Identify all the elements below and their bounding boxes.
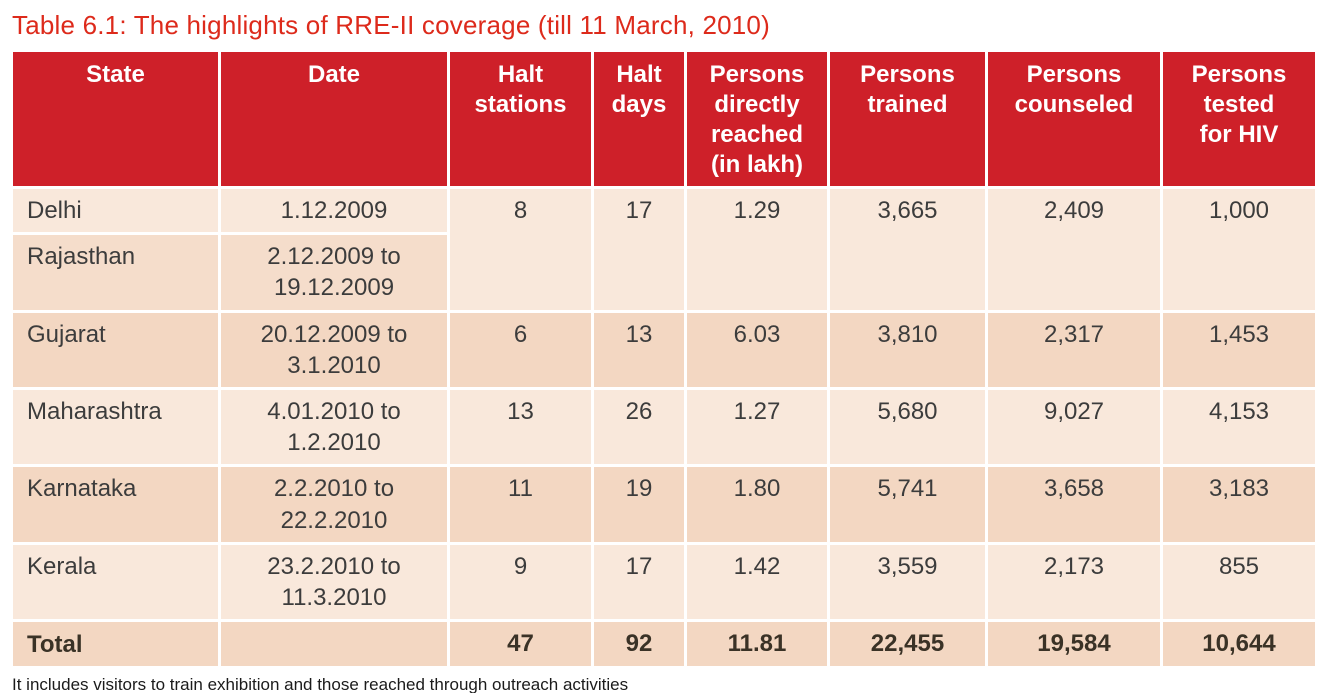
table-caption: Table 6.1: The highlights of RRE-II cove… [12, 10, 770, 40]
column-header-date: Date [218, 49, 450, 189]
table-row-kerala: Kerala 23.2.2010 to 11.3.2010 9 17 1.42 … [10, 541, 1318, 623]
column-header-persons-counseled: Persons counseled [985, 49, 1163, 189]
table-row-total: Total 47 92 11.81 22,455 19,584 10,644 [10, 619, 1318, 670]
cell-halt-stations: 11 [447, 464, 594, 545]
cell-persons-trained: 3,810 [827, 309, 988, 390]
cell-date: 20.12.2009 to 3.1.2010 [218, 309, 450, 390]
column-header-halt-stations: Halt stations [447, 49, 594, 189]
cell-state: Maharashtra [10, 386, 221, 468]
cell-persons-counseled: 2,409 [985, 186, 1163, 313]
cell-halt-days-total: 92 [591, 619, 687, 670]
table-row-rajasthan: Rajasthan 2.12.2009 to 19.12.2009 [10, 232, 1317, 313]
cell-persons-trained: 5,741 [827, 464, 988, 545]
cell-state: Karnataka [10, 464, 221, 545]
column-header-halt-days: Halt days [591, 49, 687, 189]
cell-halt-days: 17 [591, 541, 687, 623]
cell-persons-reached-total: 11.81 [684, 619, 830, 670]
cell-persons-reached: 1.80 [684, 464, 830, 545]
column-header-persons-reached: Persons directly reached (in lakh) [684, 49, 830, 189]
cell-persons-trained: 3,559 [827, 541, 988, 623]
header-row: State Date Halt stations Halt days Perso… [10, 49, 1318, 189]
cell-state: Gujarat [10, 309, 221, 390]
cell-halt-stations: 8 [447, 186, 594, 313]
cell-persons-counseled: 2,317 [985, 309, 1163, 390]
table-row-maharashtra: Maharashtra 4.01.2010 to 1.2.2010 13 26 … [10, 386, 1318, 468]
cell-date-empty [218, 619, 450, 670]
cell-halt-stations-total: 47 [447, 619, 594, 670]
cell-state: Kerala [10, 541, 221, 623]
cell-persons-tested: 3,183 [1160, 464, 1318, 545]
column-header-state: State [10, 49, 221, 189]
cell-state: Delhi [10, 185, 221, 236]
table-footnote: It includes visitors to train exhibition… [12, 675, 629, 693]
cell-halt-stations: 9 [447, 541, 594, 623]
cell-persons-counseled: 9,027 [985, 386, 1163, 468]
cell-persons-trained: 3,665 [827, 186, 988, 313]
cell-total-label: Total [10, 619, 221, 670]
table-row-gujarat: Gujarat 20.12.2009 to 3.1.2010 6 13 6.03… [10, 309, 1318, 390]
table-row-karnataka: Karnataka 2.2.2010 to 22.2.2010 11 19 1.… [10, 464, 1318, 545]
column-header-persons-tested: Persons tested for HIV [1160, 49, 1318, 189]
cell-persons-tested: 1,000 [1160, 186, 1318, 313]
cell-halt-days: 19 [591, 464, 687, 545]
cell-persons-reached: 1.27 [684, 386, 830, 468]
cell-persons-reached: 1.42 [684, 541, 830, 623]
table-row-delhi: Delhi 1.12.2009 8 17 1.29 3,665 2,409 1,… [10, 185, 1318, 313]
column-header-persons-trained: Persons trained [827, 49, 988, 189]
cell-halt-days: 13 [591, 309, 687, 390]
cell-date: 2.12.2009 to 19.12.2009 [218, 232, 450, 313]
cell-state: Rajasthan [10, 232, 221, 313]
cell-date: 23.2.2010 to 11.3.2010 [218, 541, 450, 623]
cell-persons-counseled-total: 19,584 [985, 619, 1163, 670]
cell-persons-trained: 5,680 [827, 386, 988, 468]
rre-coverage-table: State Date Halt stations Halt days Perso… [10, 49, 1318, 670]
cell-date: 1.12.2009 [218, 185, 450, 236]
cell-persons-tested: 4,153 [1160, 386, 1318, 468]
cell-persons-tested: 855 [1160, 541, 1318, 623]
cell-persons-tested: 1,453 [1160, 309, 1318, 390]
cell-persons-counseled: 2,173 [985, 541, 1163, 623]
cell-persons-trained-total: 22,455 [827, 619, 988, 670]
cell-halt-stations: 6 [447, 309, 594, 390]
cell-halt-days: 26 [591, 386, 687, 468]
cell-persons-reached: 1.29 [684, 186, 830, 313]
cell-persons-reached: 6.03 [684, 309, 830, 390]
cell-date: 4.01.2010 to 1.2.2010 [218, 386, 450, 468]
cell-halt-days: 17 [591, 186, 687, 313]
cell-halt-stations: 13 [447, 386, 594, 468]
cell-persons-tested-total: 10,644 [1160, 619, 1318, 670]
cell-date: 2.2.2010 to 22.2.2010 [218, 464, 450, 545]
cell-persons-counseled: 3,658 [985, 464, 1163, 545]
